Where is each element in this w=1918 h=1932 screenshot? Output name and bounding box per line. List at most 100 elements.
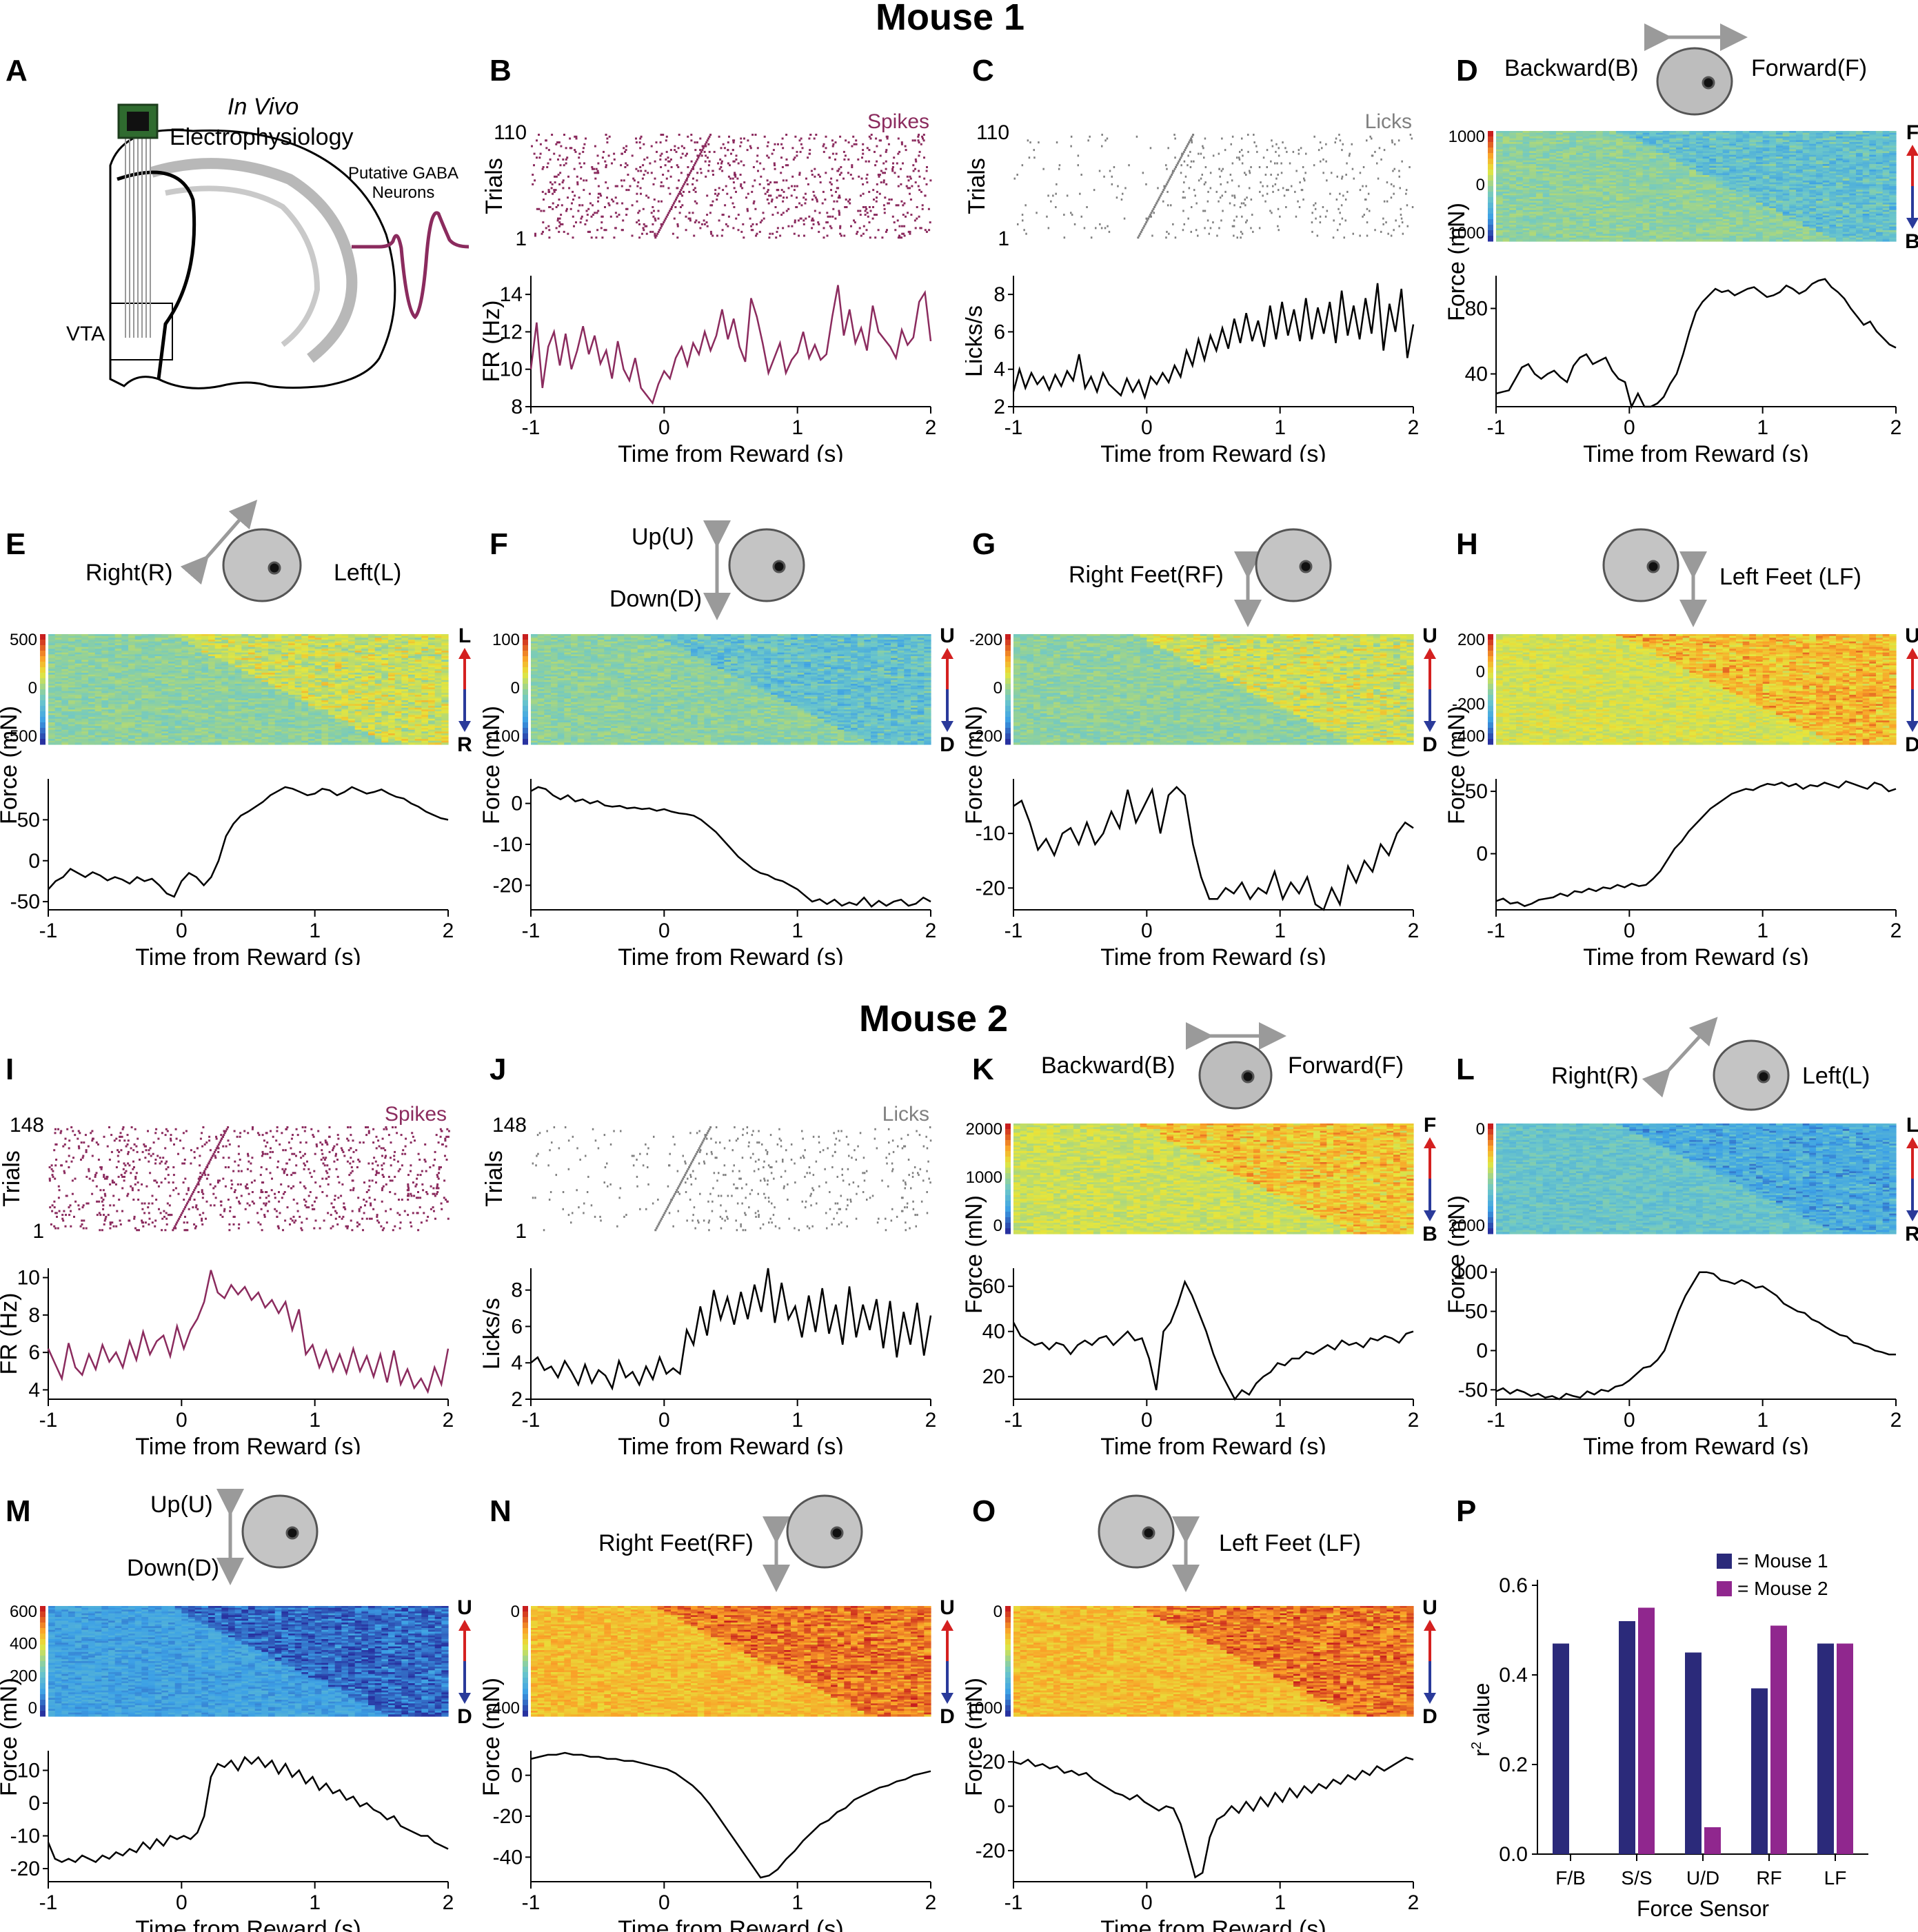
heatmap-cell — [1596, 219, 1604, 222]
heatmap-cell — [1582, 193, 1590, 196]
heatmap-cell — [1549, 225, 1557, 227]
raster-tick — [797, 219, 800, 222]
raster-reward-tick — [1191, 135, 1193, 138]
heatmap-cell — [1629, 187, 1637, 190]
raster-tick — [568, 187, 571, 190]
raster-tick — [1302, 199, 1304, 201]
raster-tick — [769, 194, 772, 197]
heatmap-cell — [1702, 138, 1710, 141]
raster-tick — [805, 217, 807, 220]
heatmap-cell — [1742, 173, 1750, 176]
heatmap-cell — [1596, 187, 1604, 190]
heatmap-cell — [1522, 199, 1530, 201]
raster-tick — [616, 202, 618, 205]
raster-tick — [1280, 162, 1282, 165]
heatmap-cell — [1649, 208, 1657, 211]
heatmap-cell — [1622, 208, 1630, 211]
heatmap-cell — [1829, 179, 1837, 181]
heatmap-cell — [1836, 176, 1844, 179]
heatmap-cell — [1749, 212, 1757, 214]
raster-tick — [707, 156, 709, 159]
heatmap-cell — [1756, 131, 1764, 134]
heatmap-cell — [1762, 186, 1770, 189]
heatmap-cell — [1869, 138, 1877, 141]
raster-reward-tick — [656, 232, 659, 235]
raster-tick — [838, 167, 840, 170]
heatmap-cell — [1836, 132, 1844, 135]
heatmap-cell — [1656, 221, 1664, 223]
raster-tick — [723, 147, 726, 150]
heatmap-cell — [1562, 164, 1570, 167]
heatmap-cell — [1636, 145, 1644, 148]
heatmap-cell — [1522, 181, 1530, 183]
raster-tick — [1023, 229, 1025, 232]
heatmap-cell — [1509, 136, 1517, 139]
heatmap-cell — [1869, 193, 1877, 196]
heatmap-cell — [1709, 204, 1717, 207]
heatmap-cell — [1536, 154, 1544, 157]
heatmap-cell — [1562, 214, 1570, 216]
heatmap-cell — [1722, 165, 1730, 168]
raster-tick — [540, 210, 543, 212]
heatmap-cell — [1649, 176, 1657, 179]
raster-tick — [1342, 143, 1344, 145]
heatmap-cell — [1822, 171, 1830, 174]
raster-tick — [770, 200, 773, 203]
heatmap-cell — [1689, 192, 1697, 194]
heatmap-cell — [1842, 228, 1850, 231]
heatmap-cell — [1496, 212, 1504, 214]
raster-tick — [836, 179, 838, 182]
raster-tick — [1365, 185, 1367, 187]
heatmap-cell — [1742, 217, 1750, 220]
heatmap-cell — [1769, 217, 1777, 220]
heatmap-cell — [1656, 193, 1664, 196]
heatmap-cell — [1849, 192, 1857, 194]
heatmap-cell — [1556, 204, 1564, 207]
heatmap-cell — [1822, 165, 1830, 168]
raster-tick — [597, 192, 600, 195]
heatmap-cell — [1749, 145, 1757, 148]
raster-tick — [556, 219, 559, 222]
raster-tick — [729, 196, 732, 199]
raster-tick — [1180, 172, 1182, 174]
heatmap-cell — [1589, 140, 1597, 143]
heatmap-cell — [1656, 175, 1664, 178]
panel-letter-D: D — [1456, 54, 1478, 88]
raster-tick — [603, 150, 605, 153]
heatmap-cell — [1862, 131, 1870, 134]
raster-tick — [905, 149, 907, 152]
raster-tick — [631, 154, 634, 157]
heatmap-cell — [1669, 171, 1677, 174]
raster-tick — [1229, 202, 1231, 205]
heatmap-cell — [1869, 212, 1877, 214]
raster-tick — [1343, 236, 1345, 239]
heatmap-cell — [1542, 225, 1550, 227]
heatmap-cell — [1516, 170, 1524, 172]
heatmap-cell — [1842, 217, 1850, 220]
raster-tick — [763, 217, 765, 220]
heatmap-cell — [1589, 214, 1597, 216]
x-tick-label: 0 — [1141, 416, 1153, 439]
raster-tick — [696, 202, 698, 205]
heatmap-cell — [1656, 148, 1664, 150]
heatmap-cell — [1849, 145, 1857, 148]
raster-tick — [667, 187, 670, 190]
heatmap-cell — [1682, 181, 1690, 183]
heatmap-cell — [1616, 179, 1624, 181]
heatmap-cell — [1682, 149, 1690, 152]
raster-tick — [725, 223, 727, 225]
heatmap-cell — [1722, 143, 1730, 146]
heatmap-cell — [1609, 134, 1617, 137]
raster-tick — [732, 139, 735, 142]
raster-tick — [1233, 196, 1236, 199]
heatmap-cell — [1882, 154, 1890, 157]
raster-tick — [1193, 189, 1195, 192]
heatmap-cell — [1582, 192, 1590, 194]
raster-tick — [849, 174, 852, 176]
heatmap-cell — [1856, 138, 1864, 141]
raster-tick — [771, 199, 774, 201]
heatmap-cell — [1749, 226, 1757, 229]
heatmap-cell — [1616, 145, 1624, 148]
raster-tick — [639, 166, 642, 168]
heatmap-cell — [1829, 164, 1837, 167]
